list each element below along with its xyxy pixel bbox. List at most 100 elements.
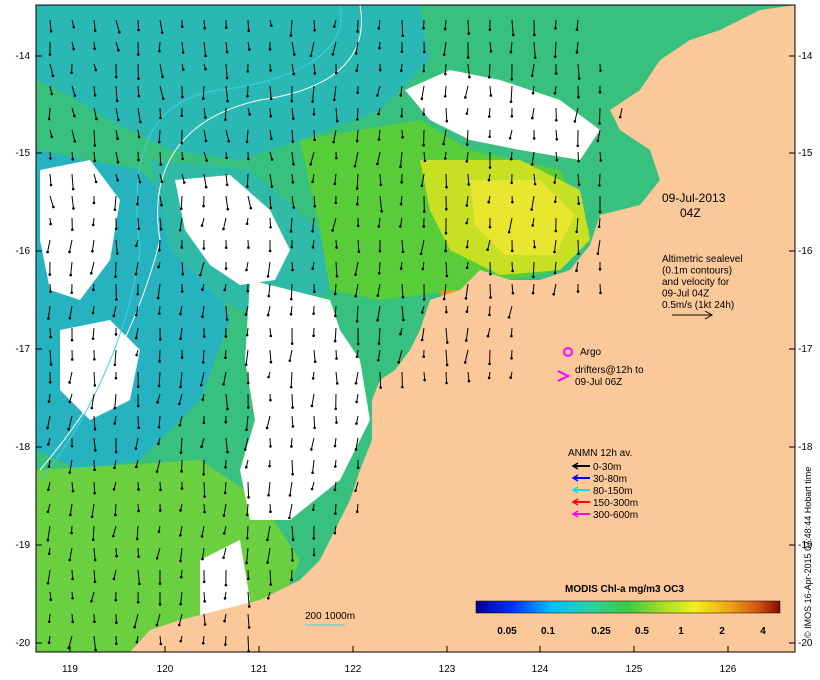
current-vector-head (334, 512, 337, 515)
current-vector-head (248, 113, 252, 116)
current-vector-head (113, 406, 117, 410)
current-vector-head (179, 575, 183, 579)
current-vector-head (48, 380, 52, 384)
current-vector-head (467, 379, 471, 383)
current-vector (312, 173, 315, 182)
current-vector (334, 481, 337, 490)
current-vector-head (224, 643, 227, 646)
current-vector (223, 503, 227, 516)
current-vector (335, 349, 338, 359)
current-vector-head (354, 273, 357, 276)
current-vector-head (113, 466, 116, 470)
current-vector (401, 19, 404, 36)
current-vector-head (114, 333, 118, 336)
current-vector (334, 173, 337, 184)
current-vector (71, 195, 74, 209)
current-vector-head (268, 464, 271, 468)
current-vector-head (246, 185, 249, 188)
current-vector-head (113, 363, 117, 367)
current-vector-head (313, 290, 316, 294)
current-vector-head (399, 332, 402, 336)
current-vector-head (51, 74, 55, 78)
current-vector (115, 129, 119, 139)
current-vector (114, 195, 117, 210)
current-vector-head (227, 139, 231, 143)
current-vector-head (269, 206, 273, 210)
current-vector (443, 283, 447, 300)
current-vector-head (199, 383, 203, 387)
current-vector-head (399, 202, 403, 206)
current-vector-head (509, 50, 513, 54)
current-vector-head (401, 250, 405, 254)
current-vector-head (111, 534, 115, 538)
current-vector (269, 107, 272, 117)
current-vector (159, 481, 162, 490)
current-vector-head (70, 358, 74, 361)
cloud-mask-3 (405, 70, 600, 160)
current-vector-head (487, 75, 491, 79)
current-vector (136, 525, 139, 540)
isobath-1000m (39, 5, 342, 481)
current-vector (247, 195, 252, 209)
current-vector-head (356, 30, 359, 33)
current-vector (267, 305, 271, 316)
current-vector-head (511, 200, 514, 204)
current-vector-head (334, 314, 337, 318)
current-vector-head (158, 360, 161, 363)
current-vector-head (288, 516, 291, 520)
current-vector-head (72, 207, 75, 210)
current-vector-head (157, 140, 161, 144)
current-vector-head (509, 376, 512, 379)
current-vector (291, 173, 294, 183)
current-vector-head (67, 646, 71, 650)
current-vector (291, 415, 294, 427)
current-vector-head (222, 514, 226, 517)
current-vector-head (72, 25, 76, 29)
current-vector-head (290, 578, 293, 582)
current-vector-head (354, 489, 357, 493)
current-vector-head (467, 32, 471, 35)
current-vector-head (115, 298, 118, 301)
current-vector-head (333, 292, 337, 296)
current-vector-head (47, 620, 51, 623)
land-gulf-island (490, 330, 525, 380)
current-vector (47, 525, 51, 541)
current-vector-head (224, 583, 228, 587)
current-vector-head (553, 91, 557, 95)
current-vector-head (444, 72, 447, 76)
current-vector-head (270, 185, 274, 188)
current-vector-head (50, 92, 54, 96)
lat-tick-label-left: -16 (16, 246, 31, 257)
current-vector-head (531, 116, 534, 120)
current-vector (310, 151, 315, 165)
current-vector (400, 85, 403, 96)
current-vector (135, 437, 139, 449)
current-vector (203, 19, 206, 29)
current-vector-head (510, 181, 513, 185)
current-vector (576, 217, 579, 232)
current-vector-head (266, 275, 270, 278)
current-vector (313, 63, 316, 74)
current-vector-head (135, 640, 139, 644)
current-vector-head (309, 162, 312, 166)
current-vector-head (532, 275, 535, 279)
current-vector (70, 261, 73, 276)
current-vector (71, 613, 74, 622)
colorbar-tick-label: 0.05 (497, 626, 517, 637)
current-vector-head (292, 162, 295, 166)
current-vector-head (353, 164, 357, 168)
anmn-legend-arrowhead (571, 498, 579, 506)
current-vector-head (334, 156, 338, 160)
current-vector-head (203, 26, 207, 30)
current-vector-head (445, 381, 448, 385)
current-vector (401, 305, 404, 320)
current-vector-head (596, 139, 600, 143)
current-vector (577, 239, 580, 254)
current-vector-head (269, 24, 273, 27)
current-vector (290, 305, 293, 315)
current-vector-head (311, 508, 315, 512)
current-vector (356, 129, 359, 142)
current-vector (203, 591, 206, 602)
current-vector (421, 327, 425, 340)
current-vector-head (245, 561, 248, 565)
